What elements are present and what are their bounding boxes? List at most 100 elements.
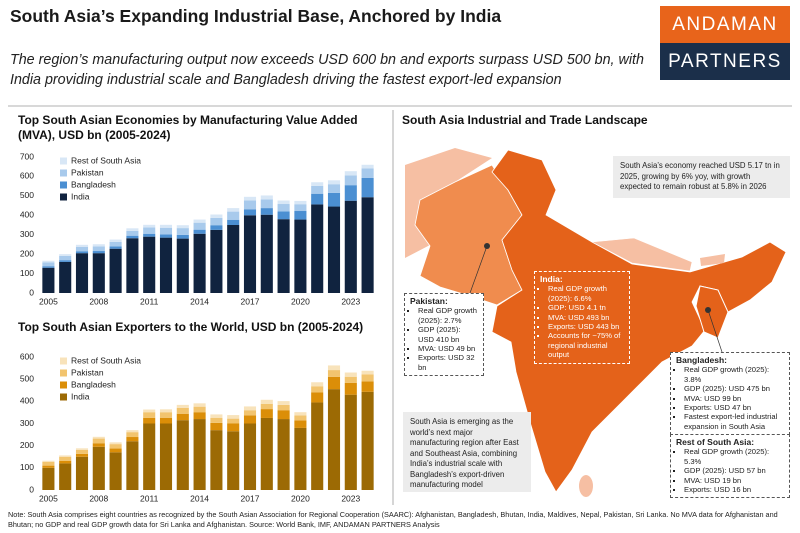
bar-segment	[260, 399, 273, 404]
bar-segment	[126, 432, 139, 438]
bar-segment	[277, 211, 290, 220]
callout-item: Fastest export-led industrial expansion …	[684, 412, 784, 431]
afghanistan	[405, 148, 492, 258]
bar-segment	[59, 455, 72, 457]
callout-list: Real GDP growth (2025): 3.8%GDP (2025): …	[676, 365, 784, 431]
bar-segment	[311, 392, 324, 403]
y-tick-label: 500	[20, 190, 34, 200]
bar-segment	[210, 422, 223, 431]
bar-segment	[126, 230, 139, 236]
bar-segment	[109, 241, 122, 247]
title: South Asia’s Expanding Industrial Base, …	[10, 6, 502, 26]
legend-swatch	[60, 381, 67, 389]
y-tick-label: 0	[29, 484, 34, 494]
legend-swatch	[60, 357, 67, 365]
bar-segment	[344, 171, 357, 176]
bar-segment	[109, 442, 122, 445]
y-tick-label: 500	[20, 373, 34, 383]
bar-segment	[294, 211, 307, 220]
x-tick-label: 2017	[241, 296, 260, 306]
bar-segment	[361, 177, 374, 198]
bar-segment	[126, 228, 139, 231]
y-tick-label: 600	[20, 351, 34, 361]
bar-segment	[327, 180, 341, 185]
insight: South Asia is emerging as the world’s ne…	[403, 412, 531, 492]
bar-segment	[159, 237, 173, 293]
bar-segment	[243, 215, 257, 293]
bar-segment	[327, 365, 341, 371]
bar-segment	[294, 204, 307, 212]
bar-segment	[260, 409, 273, 418]
bar-segment	[260, 417, 273, 490]
bar-segment	[210, 217, 223, 226]
bar-segment	[126, 430, 139, 433]
bar-segment	[277, 410, 290, 420]
callout-title: Rest of South Asia:	[676, 437, 755, 447]
logo: ANDAMAN	[660, 6, 790, 43]
bar-segment	[243, 410, 257, 416]
callout: Rest of South Asia:Real GDP growth (2025…	[670, 434, 790, 499]
callout-item: GDP (2025): USD 410 bn	[418, 325, 478, 344]
bar-segment	[361, 197, 374, 293]
callout-item: Exports: USD 16 bn	[684, 485, 784, 494]
bar-segment	[193, 419, 206, 490]
bar-segment	[42, 461, 55, 466]
callout-item: Exports: USD 443 bn	[548, 322, 624, 331]
bar-segment	[210, 430, 223, 490]
bar-segment	[109, 448, 122, 453]
bar-segment	[294, 412, 307, 416]
legend-label: India	[71, 391, 90, 401]
y-tick-label: 400	[20, 210, 34, 220]
bar-segment	[59, 460, 72, 464]
bar-segment	[143, 233, 156, 237]
bar-segment	[260, 199, 273, 209]
bar-segment	[75, 453, 89, 457]
bar-segment	[327, 184, 341, 193]
bar-segment	[311, 204, 324, 293]
bar-segment	[193, 233, 206, 293]
bar-segment	[126, 441, 139, 490]
legend-label: Bangladesh	[71, 179, 116, 189]
bar-segment	[143, 224, 156, 228]
legend-swatch	[60, 193, 67, 201]
map-title: South Asia Industrial and Trade Landscap…	[402, 113, 648, 127]
bar-segment	[75, 253, 89, 293]
bar-segment	[143, 409, 156, 413]
bar-segment	[344, 175, 357, 186]
bar-segment	[143, 227, 156, 234]
bar-segment	[227, 208, 240, 212]
bar-segment	[277, 401, 290, 405]
bar-segment	[59, 254, 72, 256]
callout-item: MVA: USD 49 bn	[418, 344, 478, 353]
bar-segment	[327, 389, 341, 490]
callout-list: Real GDP growth (2025): 6.6%GDP: USD 4.1…	[540, 284, 624, 359]
bar-segment	[327, 370, 341, 377]
bar-segment	[92, 246, 105, 252]
bhutan	[700, 254, 725, 266]
x-tick-label: 2008	[89, 493, 108, 503]
bar-segment	[344, 200, 357, 293]
bar-segment	[294, 200, 307, 205]
bar-segment	[361, 168, 374, 178]
callout-list: Real GDP growth (2025): 5.3%GDP (2025): …	[676, 447, 784, 494]
bar-segment	[143, 417, 156, 424]
bar-segment	[42, 267, 55, 293]
legend-label: India	[71, 191, 90, 201]
bar-segment	[344, 376, 357, 383]
bar-segment	[176, 407, 189, 414]
bar-segment	[344, 394, 357, 490]
x-tick-label: 2023	[341, 296, 360, 306]
bar-segment	[42, 467, 55, 490]
bar-segment	[361, 374, 374, 382]
bar-segment	[59, 255, 72, 261]
y-tick-label: 200	[20, 248, 34, 258]
bar-segment	[243, 209, 257, 216]
bar-segment	[42, 460, 55, 462]
bar-segment	[92, 436, 105, 439]
bar-segment	[109, 246, 122, 249]
bar-segment	[361, 381, 374, 392]
bar-segment	[193, 406, 206, 413]
x-tick-label: 2023	[341, 493, 360, 503]
bar-segment	[92, 438, 105, 444]
